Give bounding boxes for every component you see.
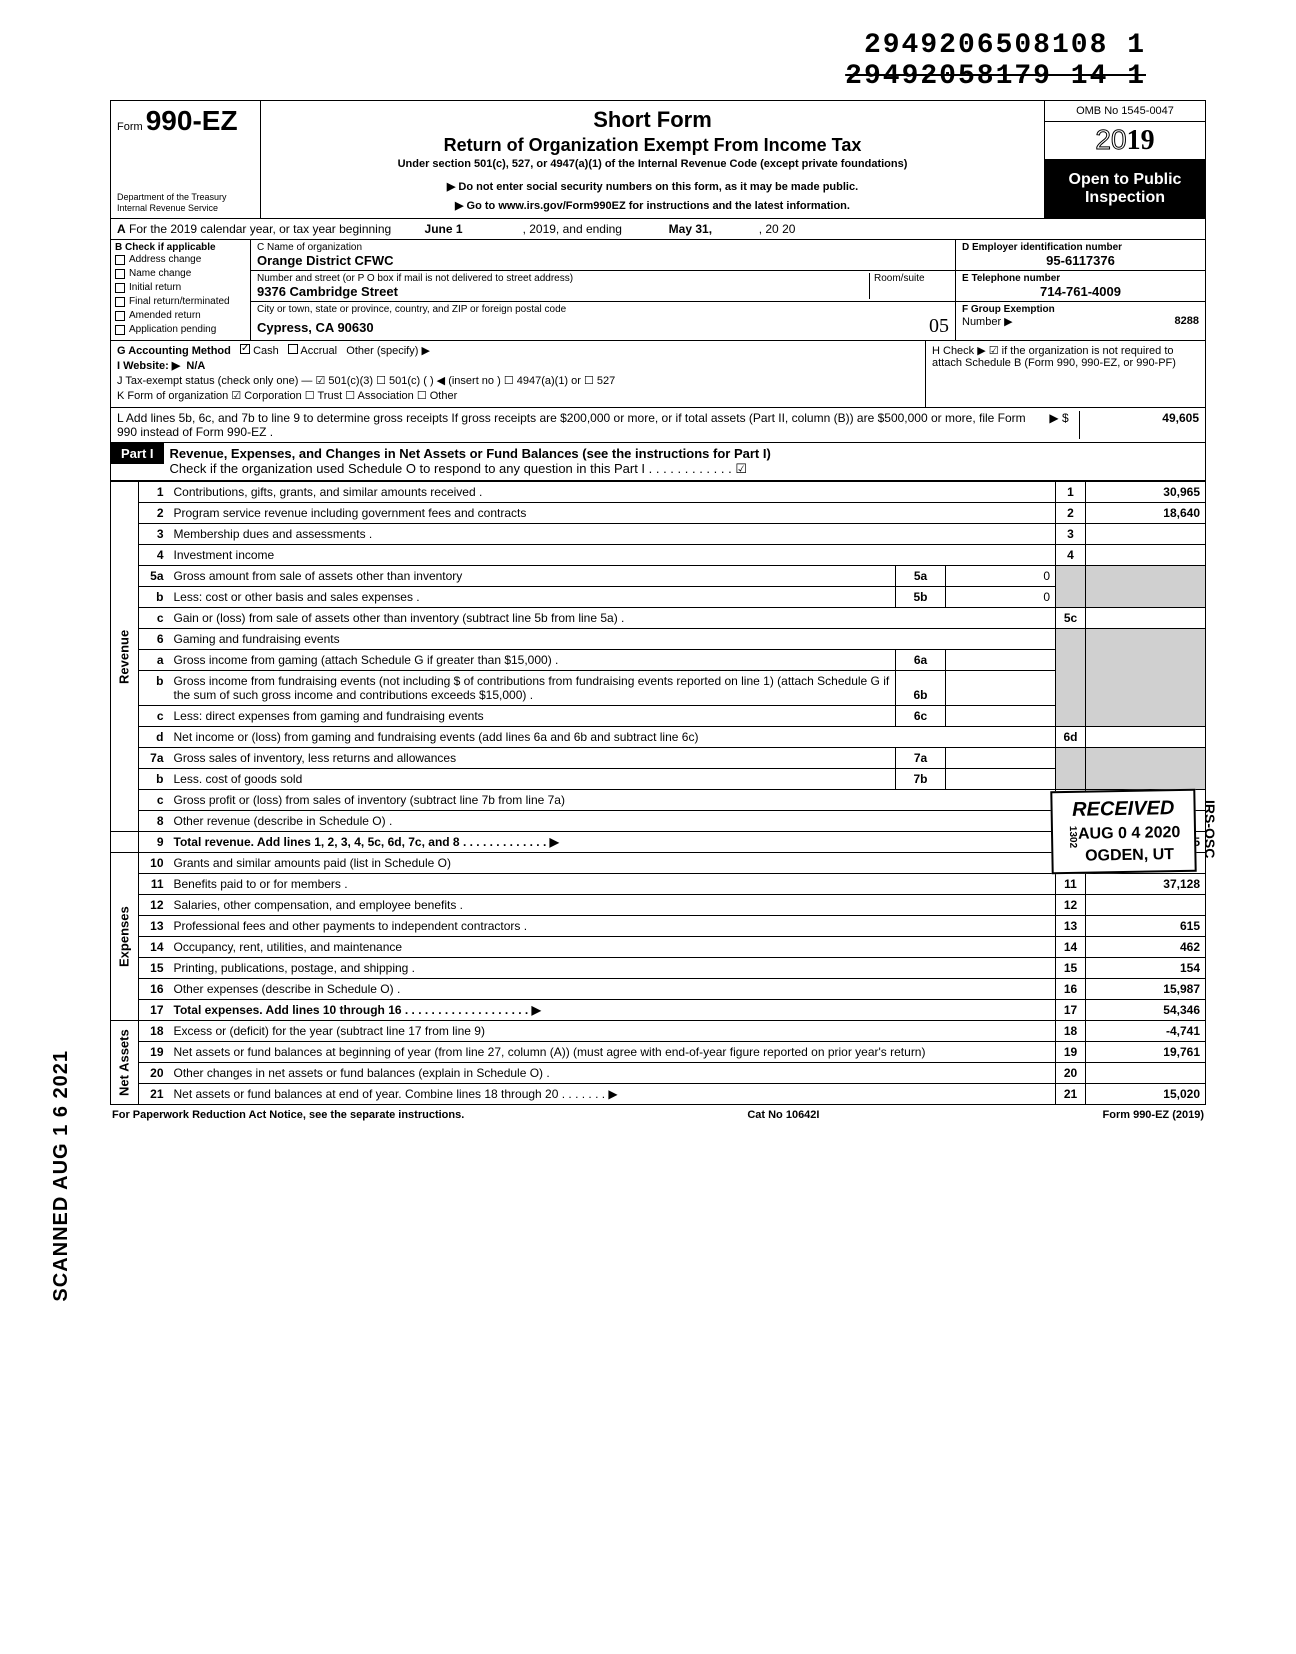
group-exemption: 8288	[1175, 315, 1199, 328]
line18-amt: -4,741	[1086, 1021, 1206, 1042]
row-a-tax-year: A For the 2019 calendar year, or tax yea…	[110, 219, 1206, 240]
chk-pending[interactable]	[115, 325, 125, 335]
line19-amt: 19,761	[1086, 1042, 1206, 1063]
short-form-title: Short Form	[271, 107, 1034, 133]
line1-amt: 30,965	[1086, 482, 1206, 503]
side-revenue: Revenue	[111, 482, 139, 832]
org-street: 9376 Cambridge Street	[257, 284, 869, 299]
line16-amt: 15,987	[1086, 979, 1206, 1000]
part1-header: Part I Revenue, Expenses, and Changes in…	[110, 443, 1206, 481]
line21-amt: 15,020	[1086, 1084, 1206, 1105]
dept-1: Department of the Treasury	[117, 192, 254, 203]
row-h: H Check ▶ ☑ if the organization is not r…	[925, 341, 1205, 407]
scanned-stamp: SCANNED AUG 1 6 2021	[50, 1050, 73, 1302]
row-k: K Form of organization ☑ Corporation ☐ T…	[117, 389, 919, 402]
chk-final[interactable]	[115, 297, 125, 307]
line15-amt: 154	[1086, 958, 1206, 979]
page-footer: For Paperwork Reduction Act Notice, see …	[110, 1105, 1206, 1125]
return-title: Return of Organization Exempt From Incom…	[271, 135, 1034, 156]
irs-osc-stamp: IRS-OSC	[1202, 800, 1218, 858]
handwritten-05: 05	[929, 315, 949, 338]
dln-2: 29492058179 14 1	[845, 61, 1146, 92]
received-stamp: RECEIVED 1302AUG 0 4 2020 OGDEN, UT	[1050, 789, 1197, 875]
chk-name[interactable]	[115, 269, 125, 279]
line13-amt: 615	[1086, 916, 1206, 937]
org-city: Cypress, CA 90630	[257, 320, 374, 335]
dln-1: 2949206508108 1	[845, 30, 1146, 61]
line14-amt: 462	[1086, 937, 1206, 958]
form-number: 990-EZ	[146, 105, 238, 136]
line17-amt: 54,346	[1086, 1000, 1206, 1021]
dept-2: Internal Revenue Service	[117, 203, 254, 214]
form-header: Form 990-EZ Department of the Treasury I…	[110, 100, 1206, 219]
line11-amt: 37,128	[1086, 874, 1206, 895]
omb-number: OMB No 1545-0047	[1045, 101, 1205, 122]
row-l: L Add lines 5b, 6c, and 7b to line 9 to …	[110, 408, 1206, 443]
rows-ghijk: G Accounting Method Cash Accrual Other (…	[110, 341, 1206, 408]
chk-accrual[interactable]	[288, 344, 298, 354]
col-def: D Employer identification number 95-6117…	[955, 240, 1205, 340]
phone: 714-761-4009	[962, 284, 1199, 299]
col-c-org-info: C Name of organization Orange District C…	[251, 240, 955, 340]
tax-year: 20201919	[1045, 122, 1205, 160]
side-netassets: Net Assets	[111, 1021, 139, 1105]
side-expenses: Expenses	[111, 853, 139, 1021]
website: N/A	[186, 360, 205, 372]
open-to-public: Open to Public Inspection	[1045, 160, 1205, 218]
chk-initial[interactable]	[115, 283, 125, 293]
goto-url: ▶ Go to www.irs.gov/Form990EZ for instru…	[271, 199, 1034, 212]
gross-receipts: 49,605	[1079, 411, 1199, 439]
org-name: Orange District CFWC	[257, 253, 949, 268]
row-j: J Tax-exempt status (check only one) — ☑…	[117, 374, 919, 387]
chk-cash[interactable]	[240, 344, 250, 354]
section-bcdef: B Check if applicable Address change Nam…	[110, 240, 1206, 341]
chk-address[interactable]	[115, 255, 125, 265]
line2-amt: 18,640	[1086, 503, 1206, 524]
under-section: Under section 501(c), 527, or 4947(a)(1)…	[271, 158, 1034, 170]
lines-table: Revenue 1 Contributions, gifts, grants, …	[110, 481, 1206, 1105]
col-b-checkboxes: B Check if applicable Address change Nam…	[111, 240, 251, 340]
form-prefix: Form	[117, 121, 143, 133]
ein: 95-6117376	[962, 253, 1199, 268]
dln-stamp: 2949206508108 1 29492058179 14 1	[845, 30, 1146, 92]
do-not-enter: ▶ Do not enter social security numbers o…	[271, 180, 1034, 193]
chk-amended[interactable]	[115, 311, 125, 321]
